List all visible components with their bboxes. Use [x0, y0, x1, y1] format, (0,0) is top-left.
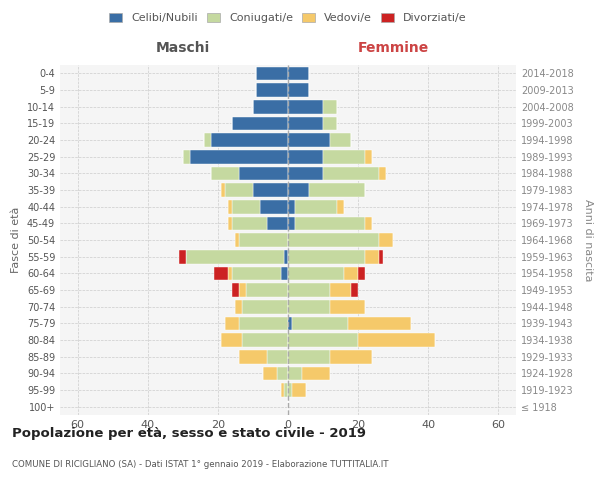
- Bar: [232, 266, 281, 280]
- Text: COMUNE DI RICIGLIANO (SA) - Dati ISTAT 1° gennaio 2019 - Elaborazione TUTTITALIA: COMUNE DI RICIGLIANO (SA) - Dati ISTAT 1…: [12, 460, 389, 469]
- Bar: [211, 133, 288, 147]
- Bar: [186, 250, 284, 264]
- Bar: [288, 266, 344, 280]
- Bar: [330, 300, 365, 314]
- Bar: [330, 133, 351, 147]
- Bar: [267, 216, 288, 230]
- Bar: [295, 216, 365, 230]
- Text: Maschi: Maschi: [155, 41, 210, 55]
- Bar: [214, 266, 229, 280]
- Bar: [288, 383, 292, 397]
- Bar: [365, 216, 372, 230]
- Bar: [288, 316, 292, 330]
- Bar: [229, 200, 232, 213]
- Bar: [379, 250, 383, 264]
- Bar: [288, 283, 330, 297]
- Bar: [277, 366, 288, 380]
- Bar: [232, 116, 288, 130]
- Bar: [253, 100, 288, 114]
- Bar: [347, 316, 411, 330]
- Bar: [284, 383, 288, 397]
- Bar: [379, 166, 386, 180]
- Bar: [330, 350, 372, 364]
- Bar: [288, 333, 358, 347]
- Bar: [253, 183, 288, 197]
- Bar: [221, 183, 225, 197]
- Bar: [239, 283, 246, 297]
- Bar: [302, 366, 330, 380]
- Bar: [323, 100, 337, 114]
- Bar: [358, 266, 365, 280]
- Bar: [190, 150, 288, 164]
- Bar: [281, 266, 288, 280]
- Bar: [179, 250, 186, 264]
- Bar: [246, 283, 288, 297]
- Bar: [225, 183, 253, 197]
- Bar: [292, 316, 347, 330]
- Bar: [267, 350, 288, 364]
- Bar: [323, 166, 379, 180]
- Bar: [288, 300, 330, 314]
- Bar: [288, 133, 330, 147]
- Bar: [323, 150, 365, 164]
- Bar: [239, 316, 288, 330]
- Bar: [288, 350, 330, 364]
- Bar: [330, 283, 351, 297]
- Bar: [288, 233, 379, 247]
- Bar: [323, 116, 337, 130]
- Bar: [358, 333, 436, 347]
- Bar: [309, 183, 365, 197]
- Bar: [288, 183, 309, 197]
- Bar: [288, 150, 323, 164]
- Bar: [229, 266, 232, 280]
- Bar: [379, 233, 393, 247]
- Bar: [288, 250, 365, 264]
- Text: Popolazione per età, sesso e stato civile - 2019: Popolazione per età, sesso e stato civil…: [12, 428, 366, 440]
- Bar: [292, 383, 305, 397]
- Bar: [365, 250, 379, 264]
- Bar: [239, 166, 288, 180]
- Bar: [288, 83, 309, 97]
- Bar: [365, 150, 372, 164]
- Bar: [256, 66, 288, 80]
- Bar: [344, 266, 358, 280]
- Bar: [232, 216, 267, 230]
- Bar: [232, 200, 260, 213]
- Bar: [260, 200, 288, 213]
- Bar: [263, 366, 277, 380]
- Legend: Celibi/Nubili, Coniugati/e, Vedovi/e, Divorziati/e: Celibi/Nubili, Coniugati/e, Vedovi/e, Di…: [105, 8, 471, 28]
- Bar: [239, 233, 288, 247]
- Bar: [235, 233, 239, 247]
- Y-axis label: Anni di nascita: Anni di nascita: [583, 198, 593, 281]
- Bar: [288, 116, 323, 130]
- Bar: [239, 350, 267, 364]
- Bar: [351, 283, 358, 297]
- Text: Femmine: Femmine: [358, 41, 429, 55]
- Bar: [183, 150, 190, 164]
- Bar: [284, 250, 288, 264]
- Bar: [242, 300, 288, 314]
- Bar: [295, 200, 337, 213]
- Bar: [204, 133, 211, 147]
- Bar: [211, 166, 239, 180]
- Bar: [288, 366, 302, 380]
- Bar: [288, 216, 295, 230]
- Y-axis label: Fasce di età: Fasce di età: [11, 207, 21, 273]
- Bar: [337, 200, 344, 213]
- Bar: [242, 333, 288, 347]
- Bar: [256, 83, 288, 97]
- Bar: [221, 333, 242, 347]
- Bar: [281, 383, 284, 397]
- Bar: [288, 200, 295, 213]
- Bar: [288, 100, 323, 114]
- Bar: [232, 283, 239, 297]
- Bar: [235, 300, 242, 314]
- Bar: [225, 316, 239, 330]
- Bar: [288, 166, 323, 180]
- Bar: [288, 66, 309, 80]
- Bar: [229, 216, 232, 230]
